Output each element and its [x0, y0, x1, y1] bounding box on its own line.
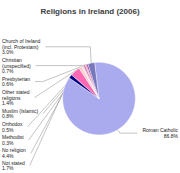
svg-text:Not stated: Not stated — [2, 159, 25, 166]
svg-text:Presbyterian: Presbyterian — [2, 75, 31, 82]
svg-text:Roman Catholic: Roman Catholic — [142, 127, 178, 134]
svg-text:Other stated: Other stated — [2, 89, 30, 95]
svg-text:3.0%: 3.0% — [2, 49, 14, 55]
svg-text:86.8%: 86.8% — [164, 133, 179, 139]
svg-text:Christian: Christian — [2, 57, 22, 63]
svg-text:Muslim (Islamic): Muslim (Islamic) — [2, 107, 39, 114]
svg-text:Methodist: Methodist — [2, 134, 24, 141]
svg-text:No religion: No religion — [2, 147, 26, 154]
svg-text:religions: religions — [2, 94, 21, 101]
svg-text:0.3%: 0.3% — [2, 140, 14, 146]
svg-text:1.7%: 1.7% — [2, 165, 14, 171]
svg-text:0.6%: 0.6% — [2, 81, 14, 87]
svg-text:Church of Ireland: Church of Ireland — [2, 38, 41, 45]
svg-text:(unspecified): (unspecified) — [2, 62, 31, 69]
svg-text:Orthodox: Orthodox — [2, 121, 23, 127]
svg-text:0.5%: 0.5% — [2, 127, 14, 133]
svg-text:0.7%: 0.7% — [2, 68, 14, 74]
svg-text:4.4%: 4.4% — [2, 153, 14, 159]
svg-text:0.8%: 0.8% — [2, 113, 14, 119]
svg-text:(incl. Protestant): (incl. Protestant) — [2, 43, 39, 50]
svg-text:1.4%: 1.4% — [2, 100, 14, 106]
svg-text:Religions in Ireland (2006): Religions in Ireland (2006) — [40, 7, 139, 16]
